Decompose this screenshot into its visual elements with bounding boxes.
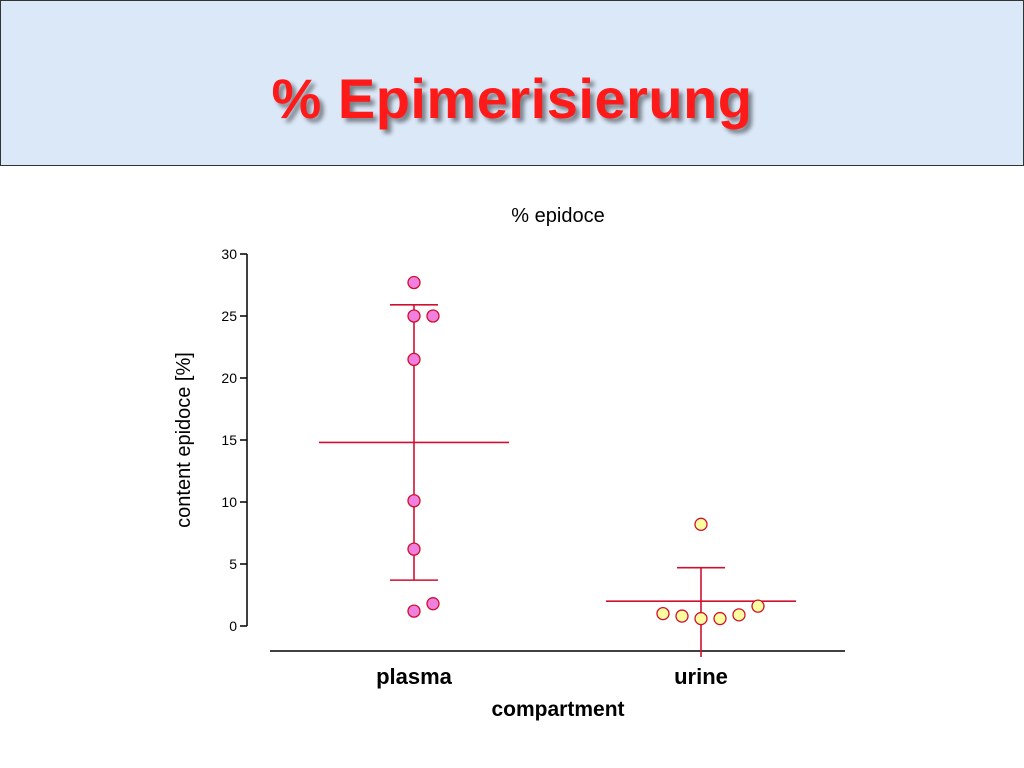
axes: 0 5 10 15 20 25 30 plasma urine <box>221 246 845 689</box>
data-point-plasma <box>407 542 421 556</box>
data-point-urine <box>751 599 765 613</box>
data-point-plasma <box>426 309 440 323</box>
data-point-plasma <box>426 597 440 611</box>
title-banner: % Epimerisierung <box>0 0 1024 166</box>
y-tick-label: 0 <box>229 618 237 634</box>
data-point-urine <box>694 517 708 531</box>
y-tick-label: 10 <box>221 494 237 510</box>
data-point-plasma <box>407 309 421 323</box>
x-axis-label: compartment <box>491 698 624 721</box>
data-point-urine <box>732 608 746 622</box>
data-point-urine <box>675 609 689 623</box>
y-tick-label: 25 <box>221 308 237 324</box>
y-axis-label: content epidoce [%] <box>173 352 195 528</box>
y-tick-label: 15 <box>221 432 237 448</box>
slide-title: % Epimerisierung <box>271 66 753 130</box>
x-tick-label-plasma: plasma <box>376 664 453 689</box>
chart-marks <box>319 275 796 657</box>
y-tick-label: 20 <box>221 370 237 386</box>
x-tick-label-urine: urine <box>674 664 728 689</box>
data-point-plasma <box>407 604 421 618</box>
data-point-plasma <box>407 275 421 290</box>
data-point-plasma <box>407 352 421 367</box>
data-point-urine <box>713 611 727 626</box>
chart-title: % epidoce <box>511 205 604 227</box>
y-tick-label: 30 <box>221 246 237 262</box>
data-point-plasma <box>407 494 421 508</box>
y-tick-label: 5 <box>229 556 237 572</box>
data-point-urine <box>656 606 670 621</box>
data-point-urine <box>694 611 708 626</box>
